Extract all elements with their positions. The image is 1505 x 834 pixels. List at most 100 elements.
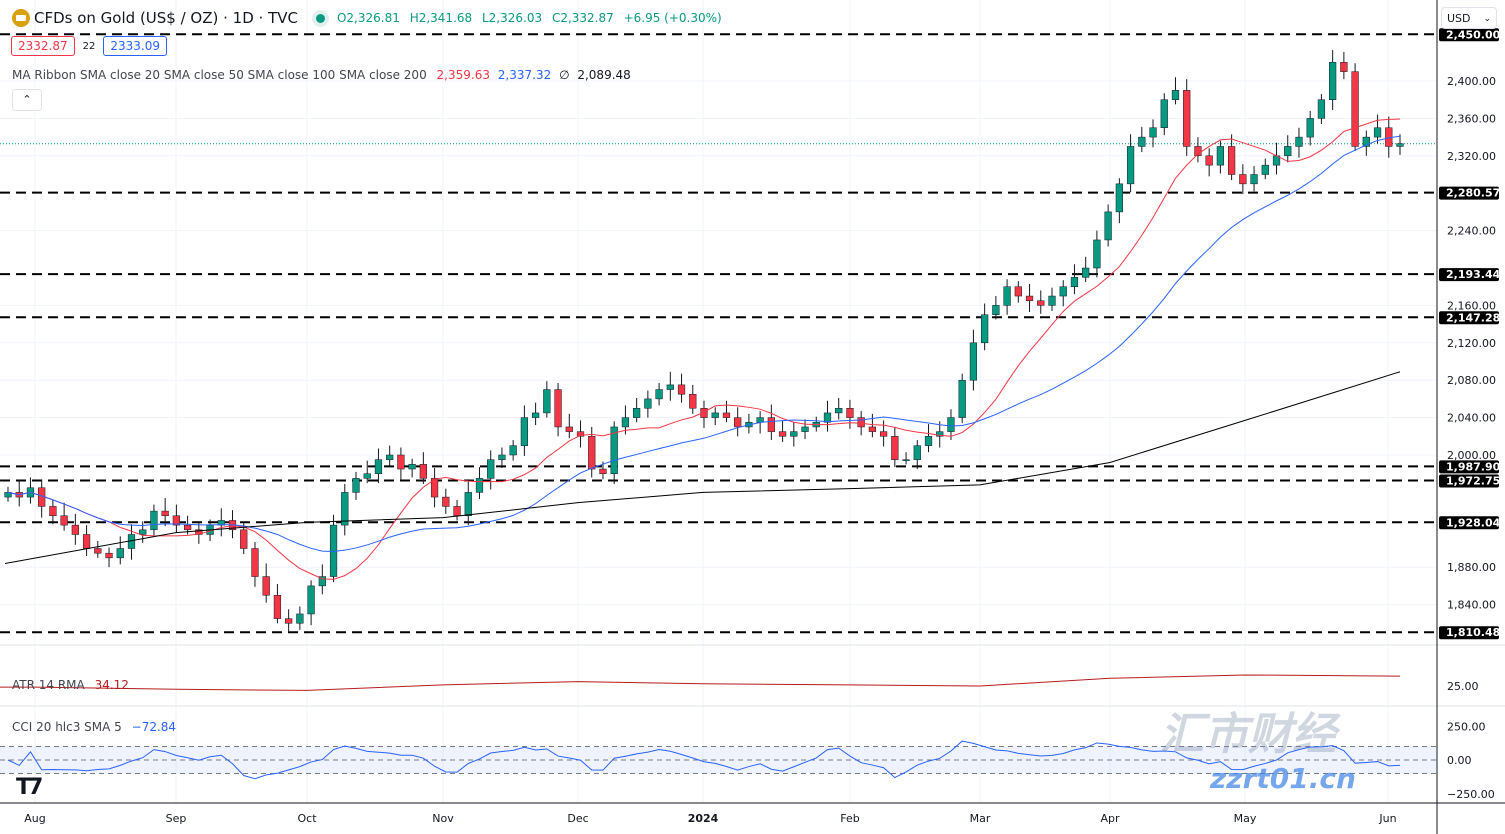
symbol-title[interactable]: CFDs on Gold (US$ / OZ) · 1D · TVC [34, 9, 298, 27]
candle-body [94, 548, 102, 554]
candle-body [734, 417, 742, 428]
level-label-bg [1439, 626, 1499, 640]
x-tick-label: Nov [432, 812, 454, 825]
tradingview-logo[interactable]: T7 [16, 775, 43, 800]
sma200-line [4, 371, 1401, 564]
gold-logo-icon [12, 9, 30, 27]
candle-body [1059, 286, 1067, 297]
candle-body [610, 426, 618, 474]
candle-body [273, 595, 282, 619]
candle-body [981, 314, 989, 344]
candle-body [318, 576, 326, 587]
candle-body [992, 305, 1000, 315]
candle-body [1171, 90, 1180, 100]
cci-line [7, 740, 1401, 780]
x-tick-label: Oct [297, 812, 317, 825]
candle-body [879, 431, 888, 437]
open-value: O2,326.81 [336, 11, 400, 25]
candle-body [1250, 174, 1258, 185]
candle-body [1351, 71, 1359, 147]
candle-body [509, 445, 517, 456]
candle-body [666, 384, 674, 390]
level-label: 1,810.48 [1446, 626, 1500, 639]
y-tick-label: 2,240.00 [1447, 225, 1496, 238]
candle-body [1227, 146, 1236, 175]
x-tick-label: 2024 [688, 812, 719, 825]
candle-body [1373, 127, 1382, 138]
y-tick-label: 1,840.00 [1447, 599, 1496, 612]
candle-body [554, 389, 562, 428]
ohlc-values: O2,326.81 H2,341.68 L2,326.03 C2,332.87 … [337, 11, 728, 25]
candle-body [341, 492, 349, 526]
symbol-header: CFDs on Gold (US$ / OZ) · 1D · TVC O2,32… [12, 9, 728, 27]
sell-button[interactable]: 2332.87 [11, 36, 75, 56]
candle-body [1205, 155, 1213, 166]
level-label-bg [1439, 268, 1499, 282]
x-tick-label: Sep [166, 812, 187, 825]
currency-label: USD [1447, 12, 1471, 25]
y-tick-label: 2,120.00 [1447, 337, 1496, 350]
y-tick-label: 1,880.00 [1447, 561, 1496, 574]
ma-ribbon-legend[interactable]: MA Ribbon SMA close 20 SMA close 50 SMA … [12, 68, 631, 82]
level-label-bg [1439, 186, 1499, 200]
candle-body [307, 585, 315, 615]
chevron-down-icon: ⌄ [1483, 14, 1491, 24]
candle-body [857, 417, 865, 428]
candle-body [419, 464, 427, 479]
candle-body [1126, 146, 1135, 185]
sma50-line [7, 135, 1401, 552]
candle-body [1295, 136, 1303, 147]
candle-body [139, 529, 147, 535]
buy-button[interactable]: 2333.09 [103, 36, 167, 56]
cci-legend[interactable]: CCI 20 hlc3 SMA 5 −72.84 [12, 720, 176, 734]
candle-body [374, 459, 383, 474]
candle-body [689, 393, 697, 409]
candle-body [386, 454, 394, 460]
candle-body [790, 431, 798, 437]
candle-body [1048, 295, 1056, 306]
candle-body [1149, 127, 1157, 138]
candle-body [823, 412, 832, 423]
atr-value: 34.12 [94, 678, 129, 692]
level-label: 2,147.28 [1446, 311, 1500, 324]
candle-body [408, 464, 416, 470]
x-tick-label: Apr [1100, 812, 1120, 825]
ma-ribbon-label: MA Ribbon SMA close 20 SMA close 50 SMA … [12, 68, 427, 82]
atr-legend[interactable]: ATR 14 RMA 34.12 [12, 678, 129, 692]
candle-body [1082, 267, 1090, 278]
candle-body [1261, 164, 1269, 175]
candle-body [1160, 99, 1168, 128]
candle-body [846, 408, 854, 418]
candle-body [543, 389, 551, 414]
candle-body [531, 412, 540, 418]
candle-body [453, 506, 461, 517]
sma100-value: ∅ [559, 68, 570, 82]
candle-body [442, 496, 450, 507]
level-label: 1,972.75 [1446, 474, 1500, 487]
currency-select[interactable]: USD ⌄ [1441, 7, 1497, 29]
y-tick-label: 2,080.00 [1447, 374, 1496, 387]
candle-body [82, 534, 91, 549]
candle-body [1306, 118, 1314, 138]
sma20-value: 2,359.63 [436, 68, 490, 82]
candle-body [296, 613, 304, 624]
candle-body [969, 342, 978, 381]
collapse-legend-button[interactable]: ⌃ [12, 89, 42, 111]
level-label: 1,928.04 [1446, 516, 1501, 529]
candle-body [430, 478, 439, 498]
y-tick-label: 2,040.00 [1447, 412, 1496, 425]
y-tick-label: 2,360.00 [1447, 112, 1496, 125]
candle-body [285, 618, 293, 624]
sma200-value: 2,089.48 [577, 68, 631, 82]
level-label-bg [1439, 516, 1499, 530]
candle-body [835, 408, 843, 414]
candle-body [520, 417, 529, 446]
candle-body [1070, 277, 1079, 287]
watermark: 汇市财经 [1160, 709, 1336, 760]
candle-body [1104, 211, 1112, 241]
candle-body [1003, 286, 1011, 306]
candle-body [1396, 143, 1404, 147]
candle-body [902, 459, 910, 461]
candle-body [60, 515, 68, 526]
